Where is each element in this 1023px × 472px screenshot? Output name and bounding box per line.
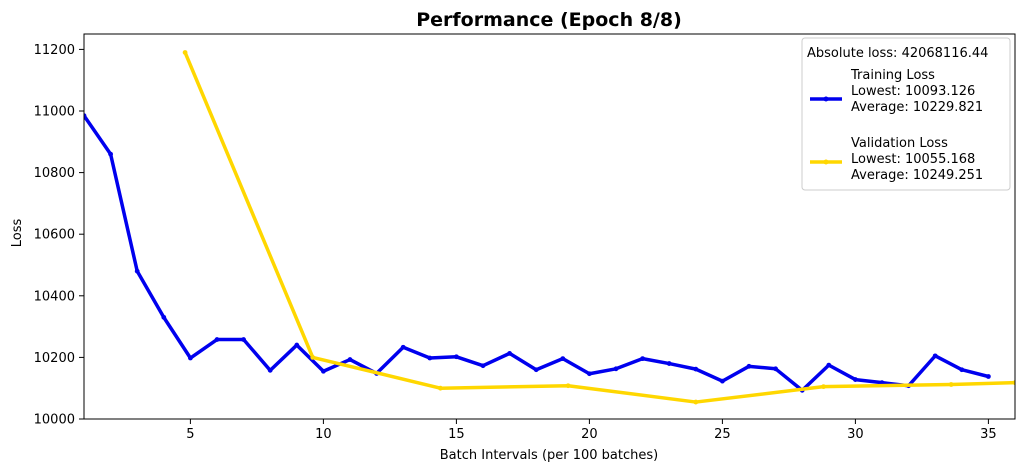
y-axis-label: Loss	[10, 219, 25, 248]
data-point	[454, 354, 459, 360]
data-point	[821, 384, 826, 390]
data-point	[720, 378, 725, 384]
data-point	[84, 113, 87, 119]
data-point	[310, 355, 316, 360]
y-tick-label: 10000	[34, 413, 75, 428]
data-point	[959, 367, 965, 373]
axes-frame	[83, 33, 1016, 420]
series-validation	[182, 50, 1015, 405]
x-tick-label: 15	[448, 427, 465, 442]
data-point	[746, 363, 752, 369]
data-point	[879, 380, 885, 386]
y-tick-label: 10200	[34, 351, 75, 366]
data-point	[693, 366, 699, 372]
data-point	[560, 356, 566, 362]
legend-training-lowest: Lowest: 10093.126	[851, 84, 975, 99]
data-point	[267, 367, 273, 373]
data-point	[182, 50, 188, 55]
legend-title: Absolute loss: 42068116.44	[807, 46, 988, 61]
data-point	[161, 314, 167, 320]
data-point	[565, 383, 571, 389]
data-point	[587, 371, 592, 377]
data-point	[640, 356, 645, 362]
legend-training-average: Average: 10229.821	[851, 100, 983, 115]
data-point	[427, 355, 433, 361]
legend-marker-validation	[823, 159, 829, 165]
x-tick-label: 5	[186, 427, 194, 442]
x-tick-label: 35	[980, 427, 997, 442]
legend-validation-lowest: Lowest: 10055.168	[851, 152, 975, 167]
series-line	[183, 50, 1015, 404]
legend: Absolute loss: 42068116.44 Training Loss…	[801, 37, 1011, 191]
data-point	[1012, 380, 1015, 386]
series-training	[84, 113, 991, 393]
data-point	[826, 362, 832, 368]
data-point	[693, 399, 699, 405]
x-tick-label: 10	[315, 427, 332, 442]
data-point	[108, 151, 113, 157]
data-point	[853, 377, 858, 382]
data-point	[507, 350, 512, 356]
data-point	[347, 357, 353, 362]
data-point	[932, 353, 938, 359]
x-tick-label: 25	[714, 427, 731, 442]
data-point	[438, 385, 443, 391]
axes: 5 10 15 20 25 30 35 10000 10200 10400 10600 10800 11…	[34, 33, 1016, 442]
x-tick-label: 30	[847, 427, 864, 442]
y-tick-label: 11200	[34, 43, 75, 58]
data-point	[321, 368, 326, 374]
data-point	[533, 367, 539, 373]
legend-validation-average: Average: 10249.251	[851, 168, 983, 183]
data-point	[613, 366, 619, 372]
data-point	[294, 342, 300, 348]
data-point	[948, 382, 954, 387]
plot-area	[84, 50, 1015, 405]
y-tick-label: 10400	[34, 289, 75, 304]
x-axis-label: Batch Intervals (per 100 batches)	[440, 448, 658, 463]
data-point	[480, 363, 486, 369]
data-point	[188, 355, 193, 361]
data-point	[986, 374, 991, 379]
data-point	[241, 337, 247, 342]
legend-validation-name: Validation Loss	[851, 136, 948, 151]
y-tick-label: 11000	[34, 105, 75, 120]
data-point	[666, 361, 672, 366]
data-point	[773, 366, 778, 372]
x-tick-label: 20	[581, 427, 598, 442]
legend-marker-training	[823, 96, 829, 102]
data-point	[400, 344, 406, 350]
data-point	[214, 337, 220, 342]
y-tick-label: 10800	[34, 166, 75, 181]
y-tick-label: 10600	[34, 228, 75, 243]
data-point	[134, 268, 140, 274]
legend-training-name: Training Loss	[850, 68, 935, 83]
legend-box	[801, 37, 1011, 191]
chart-title: Performance (Epoch 8/8)	[416, 9, 682, 31]
